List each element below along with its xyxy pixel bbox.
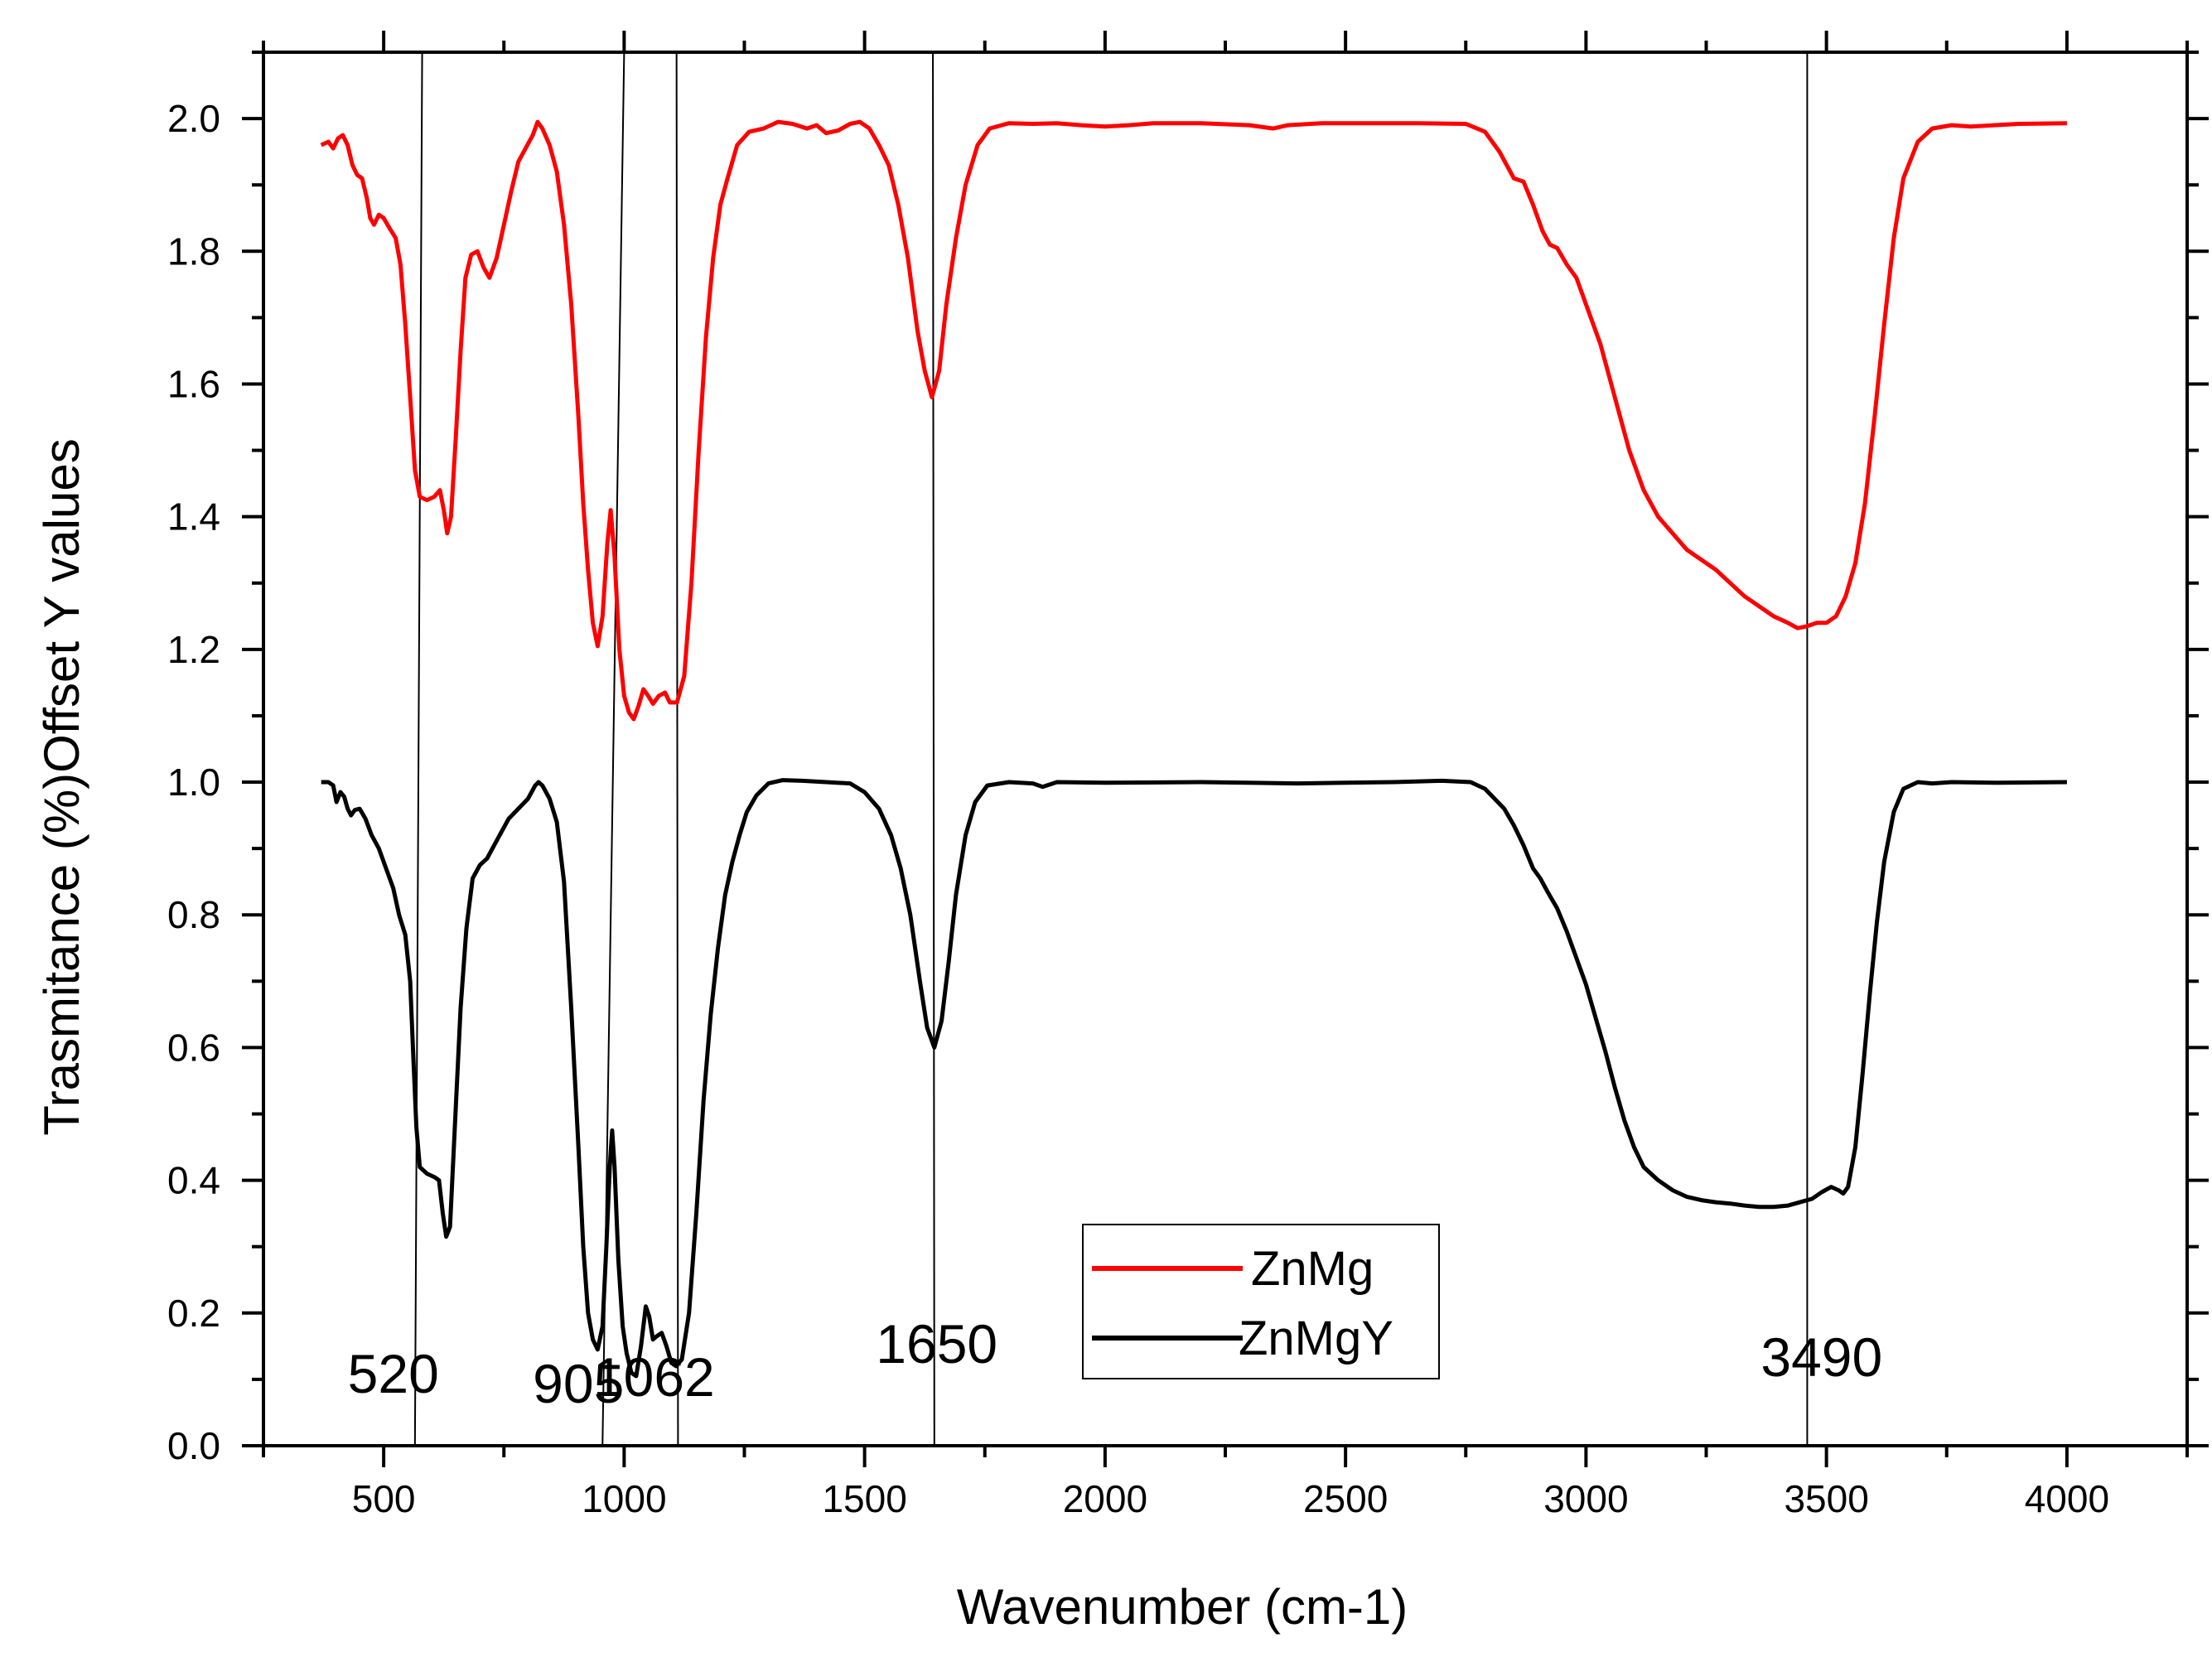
series-line-znmg [320,119,2067,722]
y-tick-label: 1.0 [167,761,220,804]
legend: ZnMg ZnMgY [1082,1224,1440,1379]
y-tick-label: 1.4 [167,495,220,539]
series-lines [320,119,2067,1379]
x-tick-label: 2000 [1063,1477,1147,1520]
x-tick-label: 4000 [2025,1477,2109,1520]
x-tick-label: 3500 [1784,1477,1868,1520]
y-axis-title: Trasmitance (%)Offset Y values [34,438,89,1135]
y-tick-label: 1.8 [167,229,220,273]
peak-marker-line-520 [413,51,423,1447]
legend-box [1082,1224,1440,1379]
peak-marker-line-1062 [675,51,679,1447]
y-tick-label: 0.0 [167,1424,220,1467]
x-tick-label: 500 [352,1477,416,1520]
y-tick-label: 0.6 [167,1026,220,1069]
peak-label-1650: 1650 [876,1313,997,1374]
peak-label-3490: 3490 [1760,1326,1882,1388]
y-tick-label: 0.4 [167,1159,220,1202]
y-tick-label: 2.0 [167,97,220,140]
peak-marker-line-1650 [932,51,935,1447]
peak-label-520: 520 [348,1343,439,1404]
x-axis-title: Wavenumber (cm-1) [957,1579,1408,1635]
peak-label-1062: 1062 [593,1346,715,1408]
y-tick-label: 0.2 [167,1292,220,1335]
axes: 500 1000 1500 2000 2500 3000 3500 4000 0.0 0.2 0.4… [167,31,2209,1520]
y-tick-label: 0.8 [167,893,220,936]
x-tick-label: 3000 [1543,1477,1628,1520]
y-tick-label: 1.6 [167,362,220,405]
legend-label-znmgy: ZnMgY [1239,1312,1393,1365]
x-tick-label: 2500 [1303,1477,1388,1520]
x-tick-label: 1000 [582,1477,666,1520]
y-tick-label: 1.2 [167,628,220,671]
legend-label-znmg: ZnMg [1251,1242,1374,1296]
series-line-znmgy [321,778,2067,1379]
x-tick-label: 1500 [822,1477,906,1520]
peak-label-905: 905 [533,1353,624,1414]
